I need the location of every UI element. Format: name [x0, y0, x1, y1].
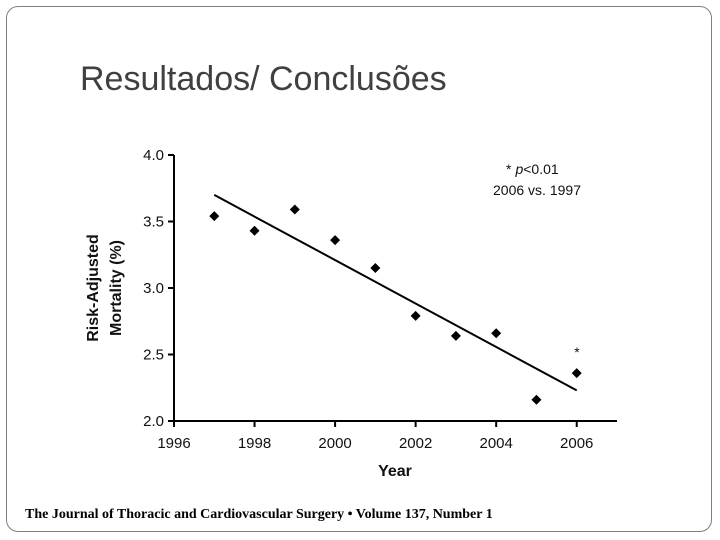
- y-tick-label: 3.0: [143, 280, 164, 297]
- x-tick-label: 1996: [157, 435, 190, 452]
- x-tick-label: 1998: [238, 435, 271, 452]
- y-axis-title-line2: Mortality (%): [108, 240, 125, 336]
- data-point-marker: [571, 368, 582, 379]
- significance-value: <0.01: [523, 161, 559, 177]
- x-tick-label: 2004: [479, 435, 512, 452]
- y-tick-label: 2.0: [143, 413, 164, 430]
- data-point-marker: [330, 235, 341, 246]
- y-axis-title-line1: Risk-Adjusted: [85, 234, 102, 342]
- journal-citation: The Journal of Thoracic and Cardiovascul…: [25, 507, 493, 522]
- comparison-label: 2006 vs. 1997: [493, 182, 581, 198]
- data-point-marker: [370, 263, 381, 274]
- data-point-marker: [491, 328, 502, 339]
- y-tick-label: 2.5: [143, 347, 164, 364]
- data-point-marker: [410, 310, 421, 321]
- y-tick-label: 4.0: [143, 147, 164, 164]
- x-axis-ticks: 1996 1998 2000 2002 2004 2006: [157, 421, 593, 452]
- significance-label: * p<0.01: [506, 161, 559, 177]
- data-point-marker: [450, 330, 461, 341]
- x-tick-label: 2000: [318, 435, 351, 452]
- significance-asterisk: *: [506, 161, 512, 177]
- slide-frame: [6, 6, 712, 532]
- data-point-marker: [249, 225, 260, 236]
- data-point-marker: [531, 394, 542, 405]
- x-tick-label: 2002: [399, 435, 432, 452]
- data-point-marker: [289, 204, 300, 215]
- y-axis-ticks: 4.0 3.5 3.0 2.5 2.0: [143, 147, 174, 430]
- trend-line: [213, 194, 578, 392]
- data-point-marker: [209, 211, 220, 222]
- data-points: [209, 204, 582, 405]
- x-axis-title: Year: [378, 463, 412, 480]
- y-tick-label: 3.5: [143, 214, 164, 231]
- point-significance-star: *: [574, 344, 580, 360]
- significance-p: p: [514, 161, 523, 177]
- slide-title: Resultados/ Conclusões: [80, 60, 447, 98]
- x-tick-label: 2006: [560, 435, 593, 452]
